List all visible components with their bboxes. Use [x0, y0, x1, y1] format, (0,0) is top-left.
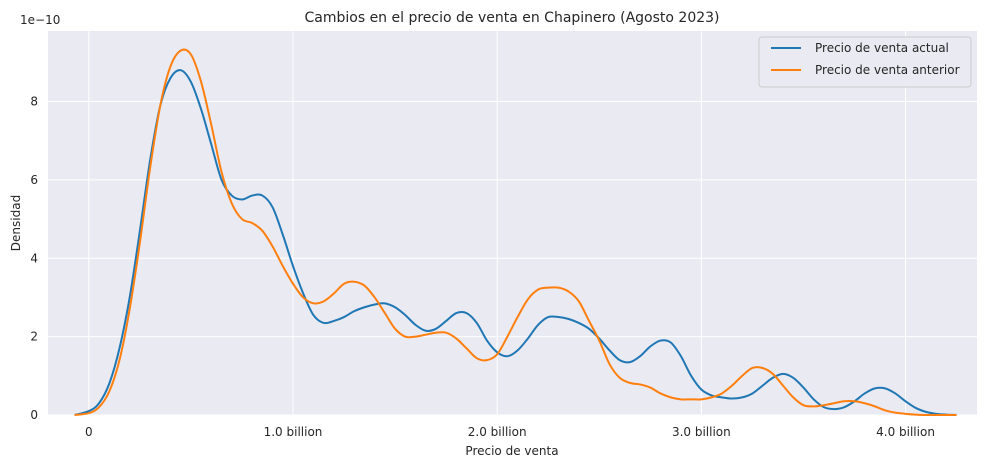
y-tick-label: 8 — [30, 95, 38, 109]
y-multiplier-label: 1e−10 — [20, 13, 60, 27]
x-tick-label: 0 — [85, 425, 93, 439]
legend-box — [758, 36, 972, 88]
legend: Precio de venta actual Precio de venta a… — [758, 36, 972, 88]
series-line-actual — [74, 69, 957, 416]
x-gridlines — [88, 31, 907, 415]
y-tick-labels: 0 2 4 6 8 — [30, 95, 38, 422]
x-tick-label: 1.0 billion — [264, 425, 323, 439]
x-tick-label: 2.0 billion — [468, 425, 527, 439]
x-tick-label: 3.0 billion — [672, 425, 731, 439]
x-axis-label: Precio de venta — [465, 444, 558, 458]
y-tick-label: 0 — [30, 408, 38, 422]
plot-area — [48, 31, 977, 415]
y-tick-label: 4 — [30, 251, 38, 265]
series-line-anterior — [74, 48, 957, 417]
y-axis-label: Densidad — [9, 195, 23, 251]
legend-label-anterior: Precio de venta anterior — [815, 63, 960, 77]
y-tick-label: 6 — [30, 173, 38, 187]
chart-title: Cambios en el precio de venta en Chapine… — [304, 10, 719, 26]
legend-label-actual: Precio de venta actual — [815, 41, 949, 55]
x-tick-labels: 0 1.0 billion 2.0 billion 3.0 billion 4.0 bi… — [85, 425, 935, 439]
y-gridlines — [48, 101, 977, 416]
x-tick-label: 4.0 billion — [876, 425, 935, 439]
y-tick-label: 2 — [30, 330, 38, 344]
series-layer — [74, 48, 957, 417]
